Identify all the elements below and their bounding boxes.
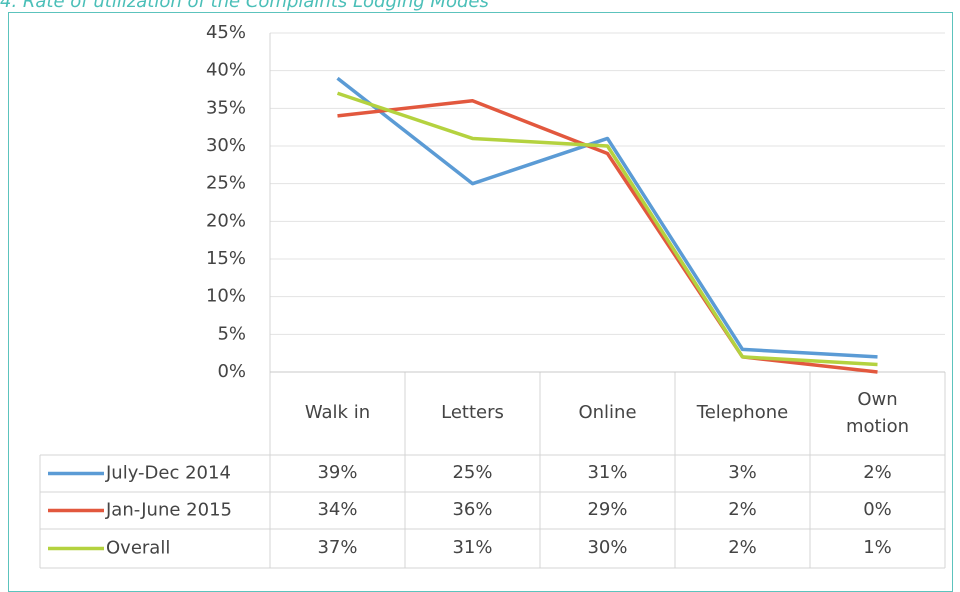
y-tick-label: 10% <box>206 286 246 307</box>
data-label: 36% <box>452 499 493 521</box>
series-line <box>337 99 878 374</box>
legend-label: July-Dec 2014 <box>105 463 231 484</box>
chart: 0% 5% 10% 15% 20% 25% 30% 35% 40% 45% July-Dec 201… <box>39 22 946 569</box>
y-tick-label: 35% <box>206 97 246 118</box>
data-label: 37% <box>317 537 358 559</box>
x-tick-label: Walk in <box>304 402 371 424</box>
y-tick-label: 20% <box>206 210 246 231</box>
data-label: 2% <box>728 537 757 559</box>
x-tick-label: Telephone <box>696 402 789 424</box>
data-label: 2% <box>728 499 757 521</box>
y-tick-label: 30% <box>206 135 246 156</box>
data-label: 34% <box>317 499 358 521</box>
data-label: 25% <box>452 462 493 484</box>
x-tick-label: Own motion <box>845 389 910 437</box>
data-label: 3% <box>728 462 757 484</box>
x-tick-label: Online <box>578 402 637 424</box>
x-tick-label: Letters <box>441 402 504 424</box>
data-label: 31% <box>452 537 493 559</box>
legend-label: Overall <box>106 538 170 559</box>
data-label: 29% <box>587 499 628 521</box>
y-tick-label: 45% <box>206 22 246 43</box>
data-label: 0% <box>863 499 892 521</box>
data-label: 1% <box>863 537 892 559</box>
data-label: 30% <box>587 537 628 559</box>
data-label: 2% <box>863 462 892 484</box>
data-label: 39% <box>317 462 358 484</box>
data-label: 31% <box>587 462 628 484</box>
legend-label: Jan-June 2015 <box>105 500 232 521</box>
series-line <box>336 76 878 359</box>
y-tick-label: 40% <box>206 60 246 81</box>
y-tick-label: 0% <box>217 361 246 382</box>
y-tick-label: 15% <box>206 248 246 269</box>
series-line <box>336 91 878 367</box>
chart-title: 4. Rate of utilization of the Complaints… <box>0 0 489 12</box>
y-tick-label: 5% <box>217 323 246 344</box>
y-tick-label: 25% <box>206 173 246 194</box>
